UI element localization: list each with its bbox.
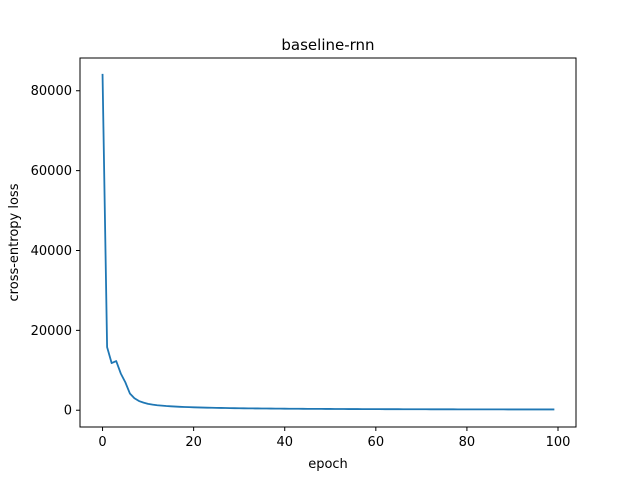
- y-tick-label: 80000: [31, 84, 72, 99]
- y-tick-label: 40000: [31, 244, 72, 259]
- plot-frame: [79, 57, 577, 428]
- x-tick-label: 20: [185, 435, 202, 450]
- x-tick-label: 0: [98, 435, 106, 450]
- x-tick-label: 40: [276, 435, 293, 450]
- x-tick-label: 80: [459, 435, 476, 450]
- x-axis-ticks: 0 20 40 60 80 100: [98, 427, 570, 450]
- chart-title: baseline-rnn: [281, 36, 374, 54]
- loss-series-line: [101, 73, 555, 411]
- y-tick-label: 20000: [31, 324, 72, 339]
- y-tick-label: 60000: [31, 164, 72, 179]
- plot-lines: [101, 73, 555, 411]
- y-axis-ticks: 0 20000 40000 60000 80000: [31, 84, 80, 419]
- x-tick-label: 60: [368, 435, 385, 450]
- plot-area: [80, 58, 576, 427]
- x-tick-label: 100: [546, 435, 571, 450]
- y-tick-label: 0: [64, 404, 72, 419]
- x-axis-label: epoch: [308, 457, 348, 472]
- y-axis-label: cross-entropy loss: [7, 183, 22, 301]
